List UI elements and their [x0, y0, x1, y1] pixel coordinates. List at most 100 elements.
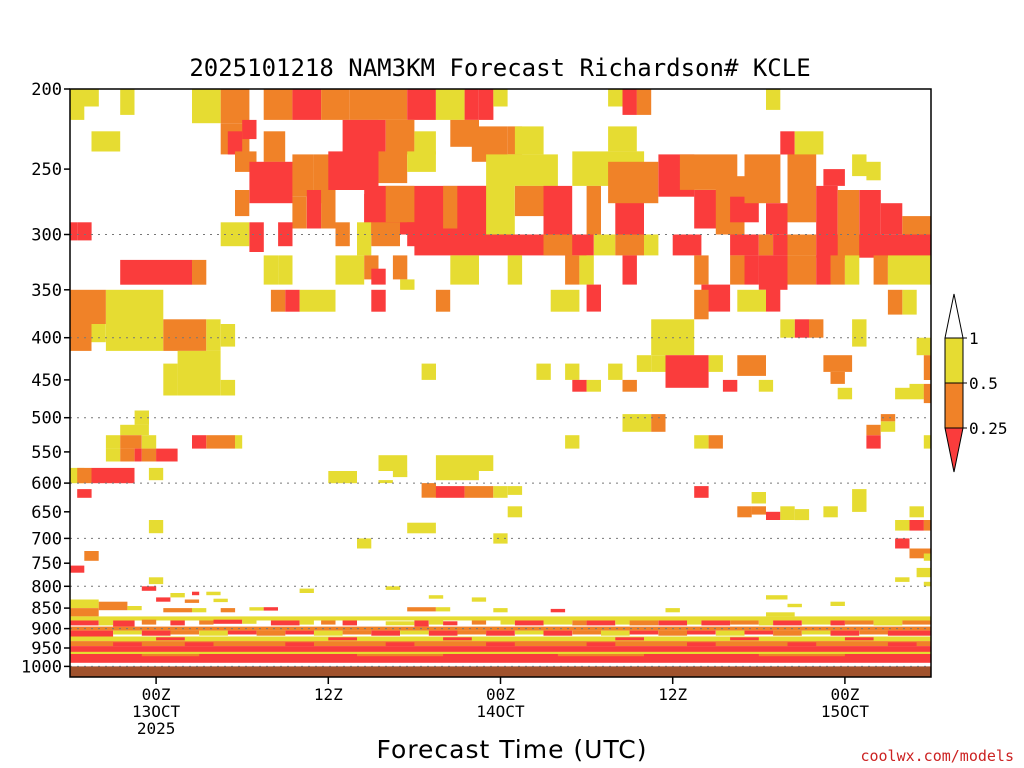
heatmap-cell: [880, 421, 896, 432]
heatmap-cell: [837, 387, 853, 400]
heatmap-cell: [392, 471, 408, 478]
heatmap-cell: [629, 620, 659, 626]
heatmap-cell: [263, 255, 278, 285]
ground-fill: [70, 666, 931, 677]
x-tick-label: 00Z: [142, 685, 171, 704]
heatmap-cell: [543, 630, 573, 636]
heatmap-cell: [895, 520, 910, 531]
heatmap-cell: [371, 630, 400, 636]
heatmap-cell: [730, 255, 745, 285]
heatmap-cell: [615, 637, 644, 641]
heatmap-cell: [773, 234, 788, 256]
y-tick-label: 450: [31, 371, 62, 391]
heatmap-cell: [263, 607, 278, 611]
heatmap-cell: [801, 630, 831, 635]
heatmap-cell: [220, 324, 236, 347]
x-tick-label: 14OCT: [476, 702, 525, 721]
heatmap-cell: [428, 630, 458, 636]
heatmap-cell: [644, 234, 659, 256]
credit-text: coolwx.com/models: [860, 747, 1014, 765]
heatmap-cell: [70, 222, 78, 241]
y-tick-label: 950: [31, 639, 62, 659]
heatmap-cell: [730, 620, 759, 625]
heatmap-cell: [572, 620, 587, 626]
heatmap-cell: [235, 435, 243, 449]
heatmap-cell: [651, 355, 666, 372]
heatmap-cell: [335, 222, 350, 247]
heatmap-cell: [77, 489, 92, 498]
heatmap-cell: [77, 222, 92, 241]
heatmap-cell: [120, 448, 135, 462]
heatmap-cell: [507, 255, 523, 285]
heatmap-cell: [615, 620, 630, 625]
heatmap-cell: [565, 435, 580, 449]
heatmap-cell: [629, 630, 659, 635]
heatmap-cell: [665, 355, 709, 388]
heatmap-cell: [780, 319, 795, 338]
heatmap-cell: [435, 455, 494, 471]
heatmap-cell: [751, 506, 766, 515]
legend: 1 0.5 0.25: [944, 293, 1008, 473]
legend-bin-below-0.25: [944, 427, 964, 473]
heatmap-cell: [292, 154, 314, 197]
heatmap-cell: [766, 203, 788, 235]
heatmap-cell: [895, 538, 910, 549]
heatmap-cell: [887, 630, 931, 636]
heatmap-cell: [859, 630, 888, 635]
heatmap-cell: [299, 588, 314, 593]
heatmap-cell: [687, 630, 716, 635]
heatmap-cell: [909, 548, 931, 559]
heatmap-cell: [902, 216, 931, 235]
heatmap-cell: [507, 506, 523, 518]
heatmap-cell: [708, 355, 723, 372]
heatmap-cell: [292, 196, 307, 229]
heatmap-cell: [70, 651, 931, 654]
heatmap-cell: [206, 319, 221, 351]
heatmap-cell: [385, 185, 415, 223]
heatmap-cell: [371, 268, 386, 285]
heatmap-cell: [730, 637, 759, 641]
heatmap-cell: [299, 620, 314, 625]
y-tick-label: 800: [31, 577, 62, 597]
heatmap-cell: [744, 255, 759, 285]
heatmap-cell: [285, 289, 300, 312]
heatmap-cell: [192, 591, 200, 596]
heatmap-cell: [141, 630, 171, 636]
y-tick-label: 200: [31, 80, 62, 100]
heatmap-cell: [435, 289, 451, 312]
heatmap-cell: [120, 89, 135, 115]
heatmap-cell: [579, 234, 594, 256]
heatmap-cell: [866, 435, 881, 449]
heatmap-cell: [852, 489, 867, 512]
heatmap-cell: [378, 151, 408, 184]
heatmap-cell: [844, 620, 874, 625]
heatmap-cell: [70, 106, 85, 120]
heatmap-cell: [852, 154, 867, 177]
heatmap-cell: [887, 642, 917, 647]
heatmap-cell: [457, 185, 487, 235]
heatmap-cell: [837, 190, 860, 235]
heatmap-cell: [70, 626, 931, 631]
heatmap-cell: [579, 255, 594, 285]
heatmap-cell: [909, 520, 924, 531]
heatmap-cell: [249, 222, 264, 252]
x-tick-label: 15OCT: [821, 702, 870, 721]
heatmap-cell: [70, 599, 99, 608]
heatmap-cell: [443, 621, 458, 626]
heatmap-cell: [192, 608, 207, 613]
y-tick-label: 250: [31, 160, 62, 180]
heatmap-cell: [923, 520, 931, 531]
heatmap-cell: [601, 630, 630, 636]
heatmap-cell: [328, 637, 357, 641]
heatmap-cell: [744, 154, 781, 204]
heatmap-cell: [141, 435, 157, 449]
heatmap-cell: [120, 424, 149, 436]
heatmap-cell: [701, 620, 731, 626]
heatmap-cell: [220, 379, 236, 396]
heatmap-cell: [235, 222, 250, 247]
heatmap-cell: [270, 620, 300, 626]
heatmap-cell: [844, 255, 860, 285]
heatmap-cell: [91, 467, 135, 484]
heatmap-cell: [923, 435, 931, 449]
heatmap-cell: [880, 203, 903, 235]
